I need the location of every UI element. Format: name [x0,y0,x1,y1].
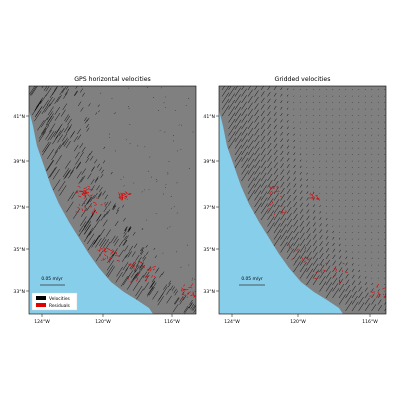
map-panel-gridded: Gridded velocities 0.05 m/yr 124°W 120°W… [203,76,387,325]
y-tick-label: 39°N [203,159,215,165]
legend-swatch-velocities [36,296,46,300]
y-tick-label: 35°N [13,247,25,253]
y-tick-label: 41°N [203,114,215,120]
panel-title: Gridded velocities [275,76,331,83]
y-tick-label: 33°N [203,289,215,295]
legend-label-velocities: Velocities [49,296,71,302]
x-tick-label: 120°W [290,319,306,325]
legend: Velocities Residuals [32,293,77,310]
x-tick-label: 116°W [164,319,180,325]
y-tick-label: 35°N [203,247,215,253]
panel-title: GPS horizontal velocities [74,76,151,83]
x-tick-label: 124°W [34,319,50,325]
x-tick-label: 124°W [224,319,240,325]
velocity-arrow [196,308,199,313]
x-tick-label: 116°W [362,319,378,325]
map-panel-gps: GPS horizontal velocities 0.05 m/yr Velo… [13,76,199,325]
scale-label: 0.05 m/yr [41,276,63,282]
x-tick-label: 120°W [95,319,111,325]
y-tick-label: 37°N [203,205,215,211]
legend-swatch-residuals [36,303,46,307]
y-tick-label: 33°N [13,289,25,295]
y-tick-label: 37°N [13,205,25,211]
x-axis-ticks: 124°W 120°W 116°W [224,314,378,325]
scale-label: 0.05 m/yr [241,276,263,282]
legend-label-residuals: Residuals [49,303,71,309]
y-axis-ticks: 41°N 39°N 37°N 35°N 33°N [13,114,29,295]
y-tick-label: 39°N [13,159,25,165]
y-tick-label: 41°N [13,114,25,120]
x-axis-ticks: 124°W 120°W 116°W [34,314,180,325]
velocity-arrow [42,77,48,86]
y-axis-ticks: 41°N 39°N 37°N 35°N 33°N [203,114,219,295]
